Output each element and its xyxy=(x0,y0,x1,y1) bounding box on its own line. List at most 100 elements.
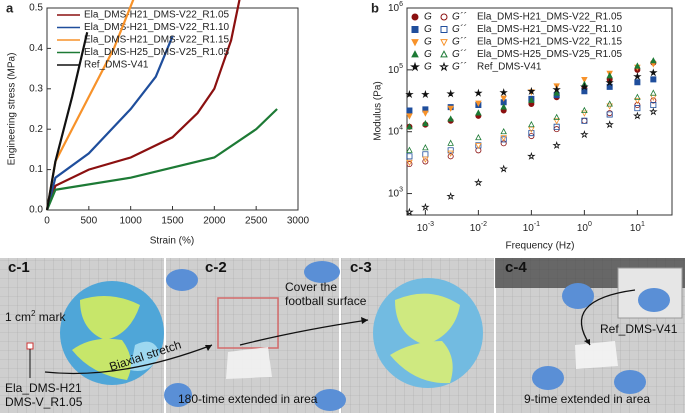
legend-label: Ela_DMS-H21_DMS-V22_R1.10 xyxy=(477,24,623,35)
loss-modulus-marker xyxy=(553,123,560,130)
loss-modulus-marker xyxy=(528,126,535,133)
storage-modulus-marker xyxy=(475,100,482,107)
loss-modulus-marker xyxy=(650,102,657,109)
loss-modulus-marker xyxy=(405,207,414,216)
curve xyxy=(45,108,278,211)
loss-modulus-marker xyxy=(475,142,482,150)
annotation: 1 cm2 mark xyxy=(5,309,66,325)
storage-modulus-marker xyxy=(650,57,657,64)
x-tick-label: 2500 xyxy=(245,216,268,227)
tick-base: 10 xyxy=(630,223,642,234)
storage-modulus-marker xyxy=(581,76,588,84)
loss-modulus-marker xyxy=(500,135,507,142)
loss-modulus-marker xyxy=(581,117,588,124)
tick-exponent: -1 xyxy=(534,221,540,228)
legend-marker xyxy=(411,50,419,58)
y-tick-label: 0.3 xyxy=(29,83,43,94)
storage-modulus-marker xyxy=(633,72,642,81)
tick-exponent: 5 xyxy=(399,63,403,70)
loss-modulus-marker xyxy=(606,100,613,107)
storage-modulus-marker xyxy=(447,105,454,112)
tick-base: 10 xyxy=(388,64,400,75)
legend-modulus: G´´ xyxy=(452,36,467,48)
legend-marker xyxy=(440,13,448,21)
x-tick-label: 10-3 xyxy=(417,221,434,233)
curve xyxy=(45,0,241,211)
tick-base: 10 xyxy=(577,223,589,234)
loss-modulus-marker xyxy=(474,178,483,187)
x-axis-label: Frequency (Hz) xyxy=(506,241,575,252)
x-tick-label: 500 xyxy=(80,216,97,227)
x-tick-label: 2000 xyxy=(203,216,226,227)
x-tick-label: 10-2 xyxy=(470,221,487,233)
tick-base: 10 xyxy=(388,188,400,199)
photo-strip: c-1 c-2 c-3 c-4 1 cm2 mark Ela_DMS-H21 D… xyxy=(0,258,685,413)
legend-marker xyxy=(410,61,420,72)
x-axis-label: Strain (%) xyxy=(150,236,194,247)
annotation: Cover the xyxy=(285,280,337,294)
loss-modulus-marker xyxy=(500,136,507,143)
loss-modulus-marker xyxy=(422,156,429,163)
storage-modulus-marker xyxy=(553,89,560,96)
y-tick-label: 0.1 xyxy=(29,164,43,175)
storage-modulus-marker xyxy=(552,85,561,94)
legend-modulus: G xyxy=(424,62,432,73)
loss-modulus-marker xyxy=(581,110,588,117)
y-tick-label: 105 xyxy=(388,63,403,75)
storage-modulus-marker xyxy=(606,72,613,79)
annotation: 180-time extended in area xyxy=(178,392,318,406)
legend-marker xyxy=(440,26,448,33)
x-tick-label: 10-1 xyxy=(523,221,540,233)
loss-modulus-marker xyxy=(606,110,613,117)
tick-base: 10 xyxy=(523,223,535,234)
legend-modulus: G xyxy=(424,12,432,23)
tick-exponent: -3 xyxy=(428,221,434,228)
loss-modulus-marker xyxy=(406,159,413,167)
tick-exponent: 4 xyxy=(399,125,403,132)
loss-modulus-marker xyxy=(606,111,613,118)
tick-base: 10 xyxy=(470,223,482,234)
loss-modulus-marker xyxy=(422,144,429,151)
loss-modulus-marker xyxy=(499,164,508,173)
loss-modulus-marker xyxy=(552,140,561,149)
tick-base: 10 xyxy=(388,126,400,137)
y-tick-label: 103 xyxy=(388,187,403,199)
legend-modulus: G´´ xyxy=(452,23,467,35)
annotation: 9-time extended in area xyxy=(524,392,650,406)
x-tick-label: 0 xyxy=(44,216,50,227)
y-axis-label: Modulus (Pa) xyxy=(373,81,384,140)
loss-modulus-marker xyxy=(475,142,482,149)
storage-modulus-marker xyxy=(422,110,429,117)
annotation: football surface xyxy=(285,294,367,308)
loss-modulus-marker xyxy=(406,146,413,153)
storage-modulus-marker xyxy=(406,123,413,130)
loss-modulus-marker xyxy=(447,153,454,160)
loss-modulus-marker xyxy=(527,151,536,160)
y-tick-label: 106 xyxy=(388,1,403,13)
legend-marker xyxy=(439,61,449,72)
legend-modulus: G xyxy=(424,49,432,60)
loss-modulus-marker xyxy=(580,130,589,139)
loss-modulus-marker xyxy=(553,118,560,125)
panel-label: c-1 xyxy=(8,259,30,276)
loss-modulus-marker xyxy=(581,117,588,124)
y-tick-label: 0.5 xyxy=(29,3,43,14)
storage-modulus-marker xyxy=(634,62,641,69)
storage-modulus-marker xyxy=(406,113,413,120)
legend-label: Ela_DMS-H25_DMS-V25_R1.05 xyxy=(477,49,623,60)
loss-modulus-marker xyxy=(634,102,641,108)
legend-label: Ela_DMS-H21_DMS-V22_R1.05 xyxy=(477,12,623,23)
panel-label: c-2 xyxy=(205,259,227,276)
loss-modulus-marker xyxy=(406,153,413,160)
panel-label: c-3 xyxy=(350,259,372,276)
tick-exponent: 0 xyxy=(588,221,592,228)
tick-exponent: -2 xyxy=(481,221,487,228)
legend-modulus: G´´ xyxy=(452,48,467,60)
annotation: Ela_DMS-H21 xyxy=(5,381,82,395)
legend-label: Ela_DMS-H21_DMS-V22_R1.15 xyxy=(477,37,623,48)
loss-modulus-marker xyxy=(500,127,507,135)
storage-modulus-marker xyxy=(475,109,482,116)
loss-modulus-marker xyxy=(649,107,658,116)
x-tick-label: 100 xyxy=(577,221,592,233)
